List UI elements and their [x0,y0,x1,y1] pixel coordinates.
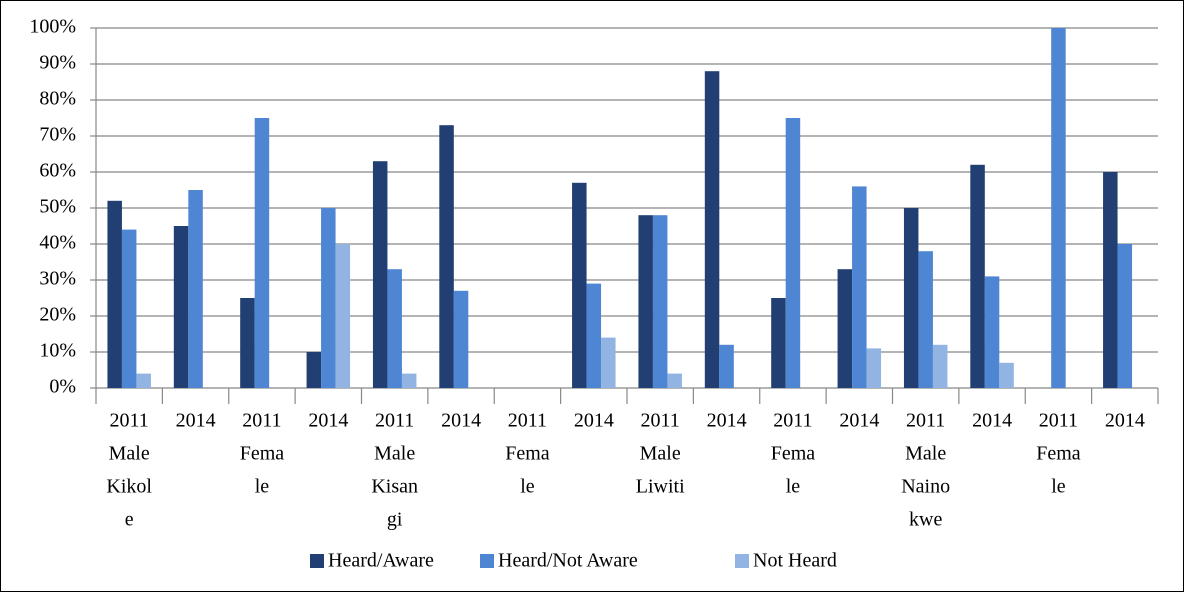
x-tick-label: Kikol [106,476,152,498]
y-tick-label: 50% [39,196,76,218]
y-tick-label: 10% [39,340,76,362]
x-tick-label: e [125,509,134,531]
y-tick-label: 60% [39,160,76,182]
bar [601,337,616,388]
legend-label: Heard/Aware [328,550,434,572]
x-tick-label: le [520,476,535,498]
bar [932,344,948,388]
bar [984,276,1000,388]
bar [771,298,786,388]
x-tick-label: kwe [909,509,942,531]
bar [638,215,653,388]
x-tick-label: 2011 [1039,410,1078,432]
x-tick-label: Liwiti [636,476,685,498]
bar [254,118,270,388]
bar [586,283,602,388]
bar [837,269,853,388]
x-tick-label: Fema [1036,443,1081,465]
x-tick-label: le [786,476,801,498]
legend-label: Not Heard [753,550,837,572]
bar [1117,244,1133,388]
bar [1103,172,1118,388]
bar [240,298,255,388]
x-tick-label: Fema [240,443,285,465]
x-tick-label: 2011 [110,410,149,432]
y-tick-label: 0% [49,376,76,398]
bar [335,244,351,388]
x-tick-label: 2014 [839,410,879,432]
bar [121,229,137,388]
x-tick-label: 2011 [375,410,414,432]
bar [188,190,203,388]
bar [453,290,469,388]
legend-label: Heard/Not Aware [498,550,638,572]
bar [785,118,801,388]
bar [903,208,919,388]
x-tick-label: Male [109,443,150,465]
x-tick-label: 2011 [906,410,945,432]
y-tick-label: 20% [39,304,76,326]
x-tick-label: Naino [901,476,950,498]
x-tick-label: 2014 [1105,410,1145,432]
x-tick-label: 2011 [242,410,281,432]
bar [999,362,1014,388]
y-tick-label: 100% [29,16,76,38]
bar [918,251,933,388]
x-tick-label: gi [387,509,403,531]
x-tick-label: 2011 [508,410,547,432]
bar [173,226,189,388]
bar [306,352,322,388]
x-tick-label: le [255,476,270,498]
legend-swatch [480,554,494,568]
bar [704,71,720,388]
y-tick-label: 30% [39,268,76,290]
bar [970,164,985,388]
bar [1051,28,1066,388]
x-tick-label: Fema [771,443,816,465]
x-tick-label: 2014 [707,410,747,432]
bar [372,161,388,388]
bar [572,182,587,388]
bar [652,215,668,388]
x-tick-label: 2014 [308,410,348,432]
legend-swatch [735,554,749,568]
y-tick-label: 40% [39,232,76,254]
bar [401,373,417,388]
x-tick-label: Male [905,443,946,465]
x-tick-label: le [1051,476,1066,498]
x-tick-label: 2014 [972,410,1012,432]
bar [852,186,867,388]
bar [439,125,454,388]
bar [107,200,122,388]
x-tick-label: 2014 [176,410,216,432]
bar [719,344,734,388]
x-tick-label: Kisan [371,476,418,498]
x-tick-label: Male [640,443,681,465]
y-tick-label: 90% [39,52,76,74]
y-tick-label: 80% [39,88,76,110]
x-tick-label: Fema [505,443,550,465]
y-tick-label: 70% [39,124,76,146]
x-tick-label: 2011 [641,410,680,432]
x-tick-label: 2014 [441,410,481,432]
bar [866,348,882,388]
bar [387,269,402,388]
bar [667,373,682,388]
x-tick-label: Male [374,443,415,465]
x-tick-label: 2011 [773,410,812,432]
legend-swatch [310,554,324,568]
bar [136,373,151,388]
x-tick-label: 2014 [574,410,614,432]
bar [321,208,336,388]
